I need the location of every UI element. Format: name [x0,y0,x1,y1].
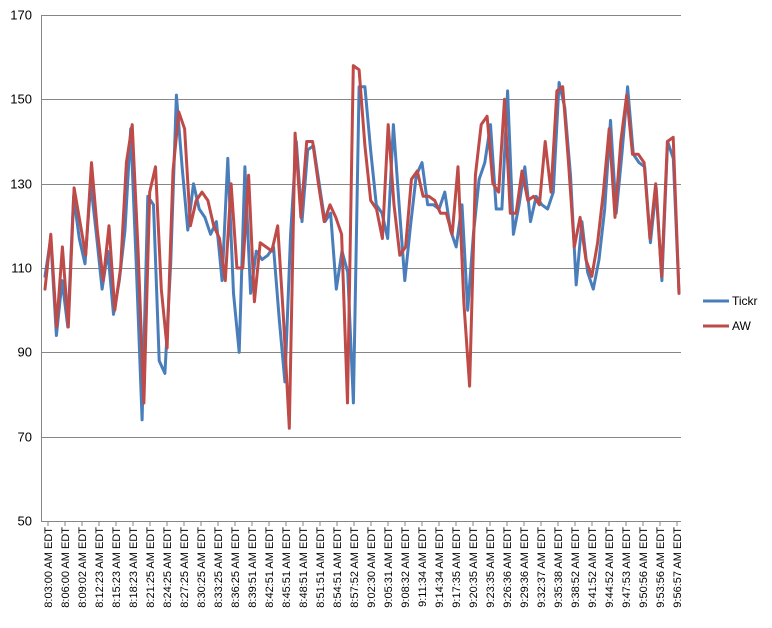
y-tick-label: 110 [11,261,32,276]
x-tick-label: 9:14:34 AM EDT [434,527,446,608]
y-tick-label: 50 [18,514,32,529]
y-axis: 50 70 90 110 130 150 170 [10,8,42,529]
x-tick-label: 9:23:35 AM EDT [485,527,497,608]
x-tick-label: 9:20:35 AM EDT [468,527,480,608]
x-tick-label: 9:02:30 AM EDT [366,527,378,608]
x-tick-label: 8:24:25 AM EDT [162,527,174,608]
x-tick-label: 9:29:36 AM EDT [519,527,531,608]
x-tick-label: 8:57:52 AM EDT [349,527,361,608]
y-tick-label: 170 [10,8,32,23]
x-tick-label: 9:44:52 AM EDT [604,527,616,608]
x-tick-label: 8:51:51 AM EDT [315,527,327,608]
x-tick-label: 9:35:38 AM EDT [553,527,565,608]
x-tick-label: 8:12:23 AM EDT [94,527,106,608]
x-tick-label: 9:50:56 AM EDT [638,527,650,608]
x-tick-label: 8:18:23 AM EDT [128,527,140,608]
x-tick-label: 9:41:52 AM EDT [587,527,599,608]
x-tick-label: 9:26:36 AM EDT [502,527,514,608]
y-tick-label: 90 [18,345,32,360]
x-tick-label: 9:32:37 AM EDT [536,527,548,608]
y-tick-label: 150 [10,92,32,107]
x-tick-label: 8:03:00 AM EDT [43,527,55,608]
x-tick-label: 9:38:52 AM EDT [570,527,582,608]
x-tick-label: 9:05:31 AM EDT [383,527,395,608]
x-tick-label: 8:27:25 AM EDT [179,527,191,608]
x-tick-label: 8:45:51 AM EDT [281,527,293,608]
x-tick-label: 8:54:51 AM EDT [332,527,344,608]
x-tick-label: 8:06:00 AM EDT [60,527,72,608]
legend[interactable]: Tickr AW [703,294,758,333]
x-tick-label: 8:21:25 AM EDT [145,527,157,608]
x-tick-label: 9:17:35 AM EDT [451,527,463,608]
x-tick-label: 9:56:57 AM EDT [672,527,684,608]
legend-label-tickr: Tickr [732,294,758,308]
x-tick-label: 8:42:51 AM EDT [264,527,276,608]
x-tick-label: 9:11:34 AM EDT [417,527,429,607]
x-tick-label: 9:47:53 AM EDT [621,527,633,608]
x-tick-label: 9:08:32 AM EDT [400,527,412,608]
x-tick-label: 8:30:25 AM EDT [196,527,208,608]
y-tick-label: 130 [10,177,32,192]
x-tick-label: 8:48:51 AM EDT [298,527,310,608]
series-line-aw [43,64,681,430]
legend-label-aw: AW [732,319,752,333]
x-tick-label: 9:53:56 AM EDT [655,527,667,608]
x-tick-label: 8:36:25 AM EDT [230,527,242,608]
x-tick-label: 8:39:51 AM EDT [247,527,259,608]
x-axis: 8:03:00 AM EDT 8:06:00 AM EDT 8:09:02 AM E… [41,521,684,608]
x-tick-label: 8:33:25 AM EDT [213,527,225,608]
x-tick-label: 8:15:23 AM EDT [111,527,123,608]
series-layer [43,64,681,430]
x-tick-label: 8:09:02 AM EDT [77,527,89,608]
y-tick-label: 70 [18,430,32,445]
